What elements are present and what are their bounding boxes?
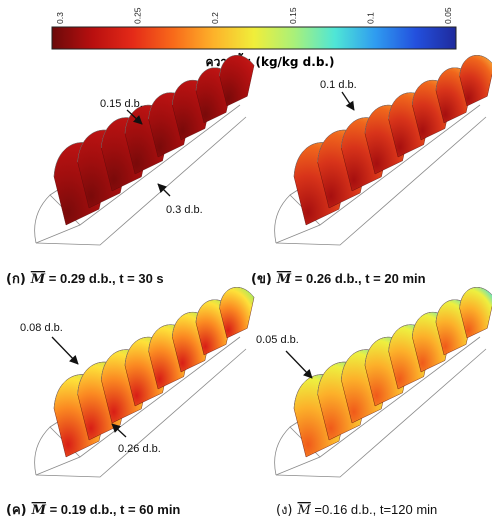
panel-caption: (ค) M = 0.19 d.b., t = 60 min: [6, 502, 180, 518]
panel-label: (ค): [6, 503, 27, 518]
colorbar-tick-label: 0.25: [133, 7, 143, 24]
wire-floor: [275, 348, 487, 478]
annotation-arrow: [341, 91, 355, 111]
slab-ridge: [459, 55, 492, 77]
colorbar-tick-label: 0.15: [288, 7, 298, 24]
wire-floor: [275, 116, 487, 246]
annotation-label: 0.15 d.b.: [100, 98, 143, 110]
annotation-arrow: [285, 350, 313, 379]
annotation-arrow: [157, 183, 171, 197]
panel-caption: (ก) M = 0.29 d.b., t = 30 s: [6, 271, 164, 287]
colorbar-tick-label: 0.05: [443, 7, 453, 24]
panel-d: 0.05 d.b. (ง) M =0.16 d.b., t=120 min: [256, 287, 492, 518]
wire-floor: [35, 116, 247, 246]
panel-b: 0.1 d.b. (ข) M = 0.26 d.b., t = 20 min: [251, 55, 492, 287]
mean-moisture-symbol: M: [30, 272, 46, 287]
panel-label: (ง): [276, 503, 293, 518]
annotation-label: 0.05 d.b.: [256, 334, 299, 346]
colorbar-bar: [51, 26, 457, 50]
colorbar-tick-label: 0.3: [55, 12, 65, 24]
colorbar-tick-label: 0.2: [210, 12, 220, 24]
annotation-label: 0.08 d.b.: [20, 322, 63, 334]
panel-condition: =0.16 d.b., t=120 min: [311, 502, 437, 517]
mean-moisture-symbol: M: [31, 503, 47, 518]
slab-ridge: [219, 287, 255, 309]
annotation-arrow: [111, 423, 127, 438]
slab-ridge: [219, 55, 255, 77]
panel-a: 0.15 d.b. 0.3 d.b. (ก) M = 0.29 d.b., t = 3…: [6, 55, 255, 287]
panel-caption: (ง) M =0.16 d.b., t=120 min: [276, 502, 437, 518]
colorbar-tick-label: 0.1: [365, 12, 375, 24]
mean-moisture-symbol: M: [297, 503, 312, 518]
panel-condition: = 0.19 d.b., t = 60 min: [46, 502, 180, 517]
annotation-label: 0.26 d.b.: [118, 443, 161, 455]
panel-label: (ข): [251, 272, 272, 287]
panel-c: 0.08 d.b. 0.26 d.b. (ค) M = 0.19 d.b., t = …: [6, 287, 255, 518]
wire-floor: [35, 348, 247, 478]
slab-ridge: [459, 287, 492, 309]
panel-caption: (ข) M = 0.26 d.b., t = 20 min: [251, 271, 426, 287]
annotation-arrow: [51, 336, 79, 365]
mean-moisture-symbol: M: [276, 272, 292, 287]
annotation-label: 0.3 d.b.: [166, 204, 203, 216]
colorbar: 0.3 0.25 0.2 0.15 0.1 0.05 ความชื้น (kg/kg d.…: [51, 7, 457, 69]
panel-condition: = 0.26 d.b., t = 20 min: [291, 271, 425, 286]
panel-condition: = 0.29 d.b., t = 30 s: [45, 271, 164, 286]
annotation-arrow: [126, 109, 143, 125]
panel-label: (ก): [6, 272, 26, 287]
annotation-label: 0.1 d.b.: [320, 79, 357, 91]
